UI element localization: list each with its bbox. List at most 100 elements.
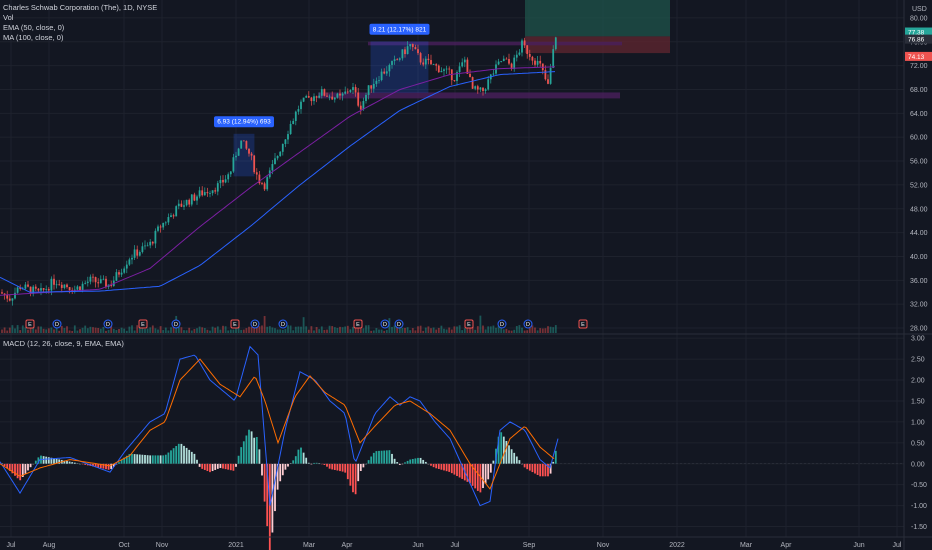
candle-body	[206, 192, 209, 194]
macd-histogram-bar	[219, 463, 222, 469]
volume-bar	[380, 329, 383, 333]
earnings-marker[interactable]: E	[25, 319, 35, 329]
macd-histogram-bar	[502, 436, 505, 464]
volume-bar	[162, 330, 165, 333]
volume-bar	[136, 325, 139, 333]
volume-bar	[115, 330, 118, 333]
macd-histogram-bar	[24, 463, 27, 474]
earnings-marker[interactable]: E	[464, 319, 474, 329]
volume-bar	[63, 328, 66, 333]
macd-histogram-bar	[232, 463, 235, 471]
macd-axis[interactable]: 3.00 2.50 2.00 1.50 1.00 0.50 0.00 -0.50 -1.00 -1…	[911, 336, 927, 531]
macd-histogram-bar	[315, 462, 318, 464]
macd-histogram-bar	[144, 454, 146, 464]
macd-histogram-bar	[541, 463, 544, 477]
dividend-marker[interactable]: D	[394, 319, 404, 329]
volume-legend[interactable]: Vol	[3, 13, 14, 22]
dividend-marker[interactable]: D	[250, 319, 260, 329]
volume-bar	[391, 326, 393, 333]
macd-histogram-bar	[383, 450, 386, 464]
macd-histogram-bar	[297, 449, 300, 464]
macd-histogram-bar	[146, 455, 149, 464]
volume-bar	[118, 329, 120, 333]
earnings-marker-box	[464, 319, 474, 329]
symbol-title[interactable]: Charles Schwab Corporation (The), 1D, NY…	[3, 3, 158, 12]
volume-bar	[497, 325, 500, 333]
dividend-marker[interactable]: D	[171, 319, 181, 329]
volume-bar	[419, 325, 422, 333]
grid-lines	[0, 0, 904, 537]
candle-body	[274, 158, 276, 165]
macd-histogram-bar	[414, 458, 417, 464]
price-axis[interactable]: 80.0076.0072.0068.0064.0060.0056.0052.00…	[905, 15, 932, 333]
dividend-marker[interactable]: D	[278, 319, 288, 329]
dividend-marker[interactable]: D	[103, 319, 113, 329]
candle-body	[131, 257, 133, 260]
candle-body	[146, 245, 149, 247]
candle-body	[183, 205, 185, 207]
volume-bar	[151, 325, 154, 333]
candle-body	[427, 58, 430, 61]
macd-histogram-bar	[112, 463, 115, 467]
dividend-marker-circle	[52, 319, 62, 329]
candle-body	[380, 71, 383, 81]
volume-bar	[289, 325, 292, 333]
candle-body	[414, 47, 417, 50]
signal-line	[0, 358, 555, 490]
candle-body	[190, 194, 193, 205]
macd-histogram-bar	[47, 457, 50, 464]
volume-bar	[297, 326, 300, 333]
dividend-marker[interactable]: D	[523, 319, 533, 329]
earnings-marker[interactable]: E	[230, 319, 240, 329]
price-tick-label: 36.00	[910, 278, 928, 285]
volume-bar	[357, 326, 360, 333]
candle-body	[391, 61, 393, 65]
volume-bar	[6, 330, 9, 333]
macd-histogram-bar	[253, 437, 256, 464]
macd-histogram-bar	[346, 463, 349, 480]
candle-body	[401, 49, 404, 59]
macd-histogram-bar	[419, 457, 422, 464]
macd-histogram-bar	[123, 457, 126, 464]
earnings-marker[interactable]: E	[353, 319, 363, 329]
volume-bar	[526, 330, 529, 333]
ma-legend[interactable]: MA (100, close, 0)	[3, 33, 64, 42]
earnings-marker[interactable]: E	[138, 319, 148, 329]
volume-bar	[206, 329, 209, 333]
dividend-marker[interactable]: D	[497, 319, 507, 329]
candle-body	[284, 139, 287, 144]
macd-histogram-bar	[476, 463, 479, 491]
macd-legend[interactable]: MACD (12, 26, close, 9, EMA, EMA)	[3, 339, 124, 348]
macd-histogram-bar	[198, 463, 201, 467]
volume-bar	[180, 327, 183, 333]
macd-histogram-bar	[128, 454, 131, 464]
candle-body	[47, 289, 50, 291]
volume-bar	[352, 326, 354, 333]
candle-body	[344, 91, 347, 94]
time-axis[interactable]: Jul Aug Oct Nov 2021 Mar Apr Jun Jul Sep Nov 2022 Ma…	[7, 542, 902, 549]
ema-legend[interactable]: EMA (50, close, 0)	[3, 23, 65, 32]
candle-body	[164, 222, 167, 224]
dividend-marker[interactable]: D	[52, 319, 62, 329]
volume-bar	[440, 325, 443, 333]
volume-bar	[505, 328, 508, 333]
candlestick-series[interactable]	[1, 36, 557, 306]
volume-bar	[177, 325, 180, 333]
volume-bar	[456, 326, 458, 333]
volume-bar	[443, 328, 445, 333]
macd-histogram-bar	[461, 463, 464, 479]
dividend-marker[interactable]: D	[380, 319, 390, 329]
earnings-marker[interactable]: E	[578, 319, 588, 329]
event-marker-label: E	[141, 322, 145, 328]
candle-body	[211, 190, 214, 194]
volume-bar	[60, 325, 63, 333]
main-legend[interactable]: Charles Schwab Corporation (The), 1D, NY…	[3, 3, 157, 43]
macd-pane[interactable]	[0, 345, 904, 550]
macd-histogram-bar	[63, 460, 66, 464]
macd-histogram-bar	[58, 459, 61, 464]
macd-histogram-bar	[102, 463, 105, 469]
volume-bar	[365, 325, 367, 333]
volume-bar	[315, 326, 318, 333]
